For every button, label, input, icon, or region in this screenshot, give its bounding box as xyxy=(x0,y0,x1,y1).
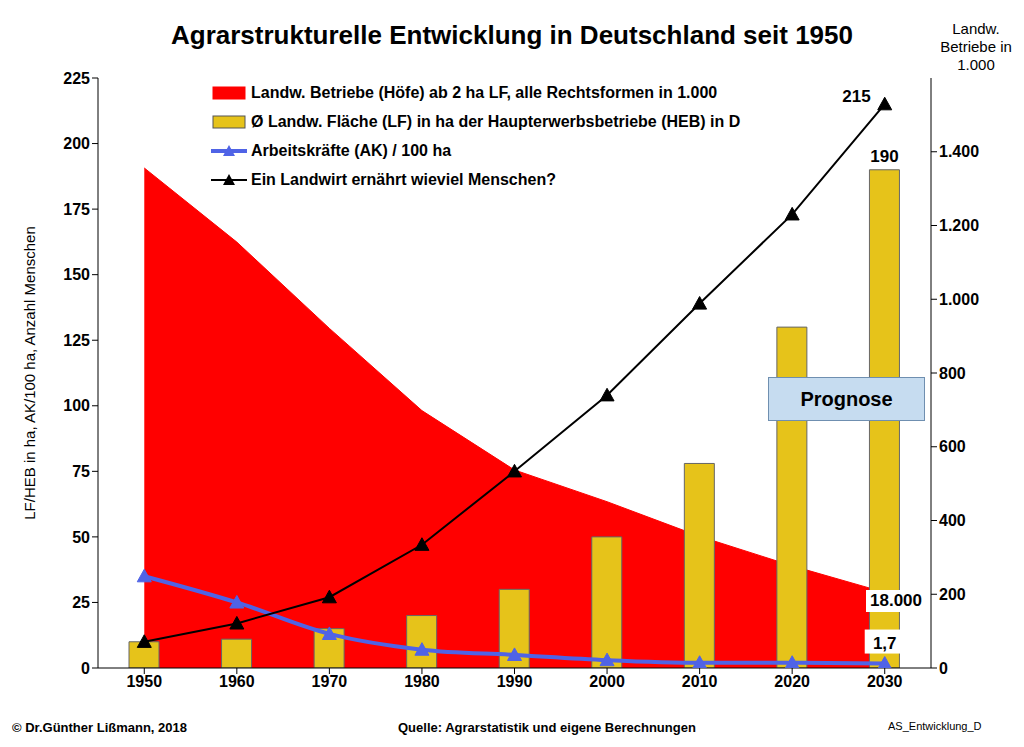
svg-text:400: 400 xyxy=(939,512,966,529)
svg-text:2000: 2000 xyxy=(589,673,625,690)
svg-text:1950: 1950 xyxy=(126,673,162,690)
svg-text:50: 50 xyxy=(72,529,90,546)
svg-text:200: 200 xyxy=(63,135,90,152)
svg-text:150: 150 xyxy=(63,266,90,283)
html-text:Ø Landw. Fläche (LF) in ha der: Ø Landw. Fläche (LF) in ha der Haupterwe… xyxy=(251,112,741,130)
svg-text:800: 800 xyxy=(939,365,966,382)
svg-text:1.000: 1.000 xyxy=(939,291,979,308)
html-text:Landw. Betriebe (Höfe) ab 2 ha: Landw. Betriebe (Höfe) ab 2 ha LF, alle … xyxy=(251,83,718,101)
svg-text:1960: 1960 xyxy=(219,673,255,690)
html-text:Ein Landwirt ernährt wieviel M: Ein Landwirt ernährt wieviel Menschen? xyxy=(251,170,556,188)
html-text:18.000: 18.000 xyxy=(870,591,922,610)
svg-text:25: 25 xyxy=(72,594,90,611)
svg-text:200: 200 xyxy=(939,586,966,603)
html-text:Landw. Betriebe in 1.000: Landw. Betriebe in 1.000 xyxy=(940,20,1012,73)
html-text:haben im Durchschnitt: haben im Durchschnitt xyxy=(155,398,329,415)
svg-text:75: 75 xyxy=(72,463,90,480)
html-text:Quelle: Agrarstatistik und eig: Quelle: Agrarstatistik und eigene Berech… xyxy=(398,720,696,735)
html-text:© Dr.Günther Lißmann, 2018: © Dr.Günther Lißmann, 2018 xyxy=(12,720,187,735)
html-text:ihren Hof aufgegeben.: ihren Hof aufgegeben. xyxy=(155,455,324,472)
html-text:Arbeitskräfte (AK) / 100 ha: Arbeitskräfte (AK) / 100 ha xyxy=(251,141,452,159)
svg-text:1,7: 1,7 xyxy=(873,634,897,653)
svg-text:1970: 1970 xyxy=(312,673,348,690)
svg-text:100: 100 xyxy=(63,397,90,414)
svg-text:2010: 2010 xyxy=(682,673,718,690)
svg-text:175: 175 xyxy=(63,201,90,218)
html-text:Agrarstrukturelle Entwicklung: Agrarstrukturelle Entwicklung in Deutsch… xyxy=(171,20,853,50)
svg-text:190: 190 xyxy=(870,147,898,166)
svg-text:215: 215 xyxy=(842,87,870,106)
svg-text:1.200: 1.200 xyxy=(939,217,979,234)
svg-text:1.400: 1.400 xyxy=(939,143,979,160)
html-text:der Landwirtsfamilien: der Landwirtsfamilien xyxy=(155,436,325,453)
svg-text:1990: 1990 xyxy=(497,673,533,690)
svg-text:600: 600 xyxy=(939,438,966,455)
html-text:AS_Entwicklung_D: AS_Entwicklung_D xyxy=(888,720,982,732)
svg-text:2020: 2020 xyxy=(774,673,810,690)
svg-text:0: 0 xyxy=(81,660,90,677)
svg-text:LF/HEB in ha, AK/100 ha, Anzah: LF/HEB in ha, AK/100 ha, Anzahl Menschen xyxy=(21,226,38,520)
html-text:Prognose: Prognose xyxy=(800,387,893,410)
svg-text:2030: 2030 xyxy=(867,673,903,690)
svg-text:225: 225 xyxy=(63,70,90,87)
html-text:jedes Jahr 2,5 Prozent: jedes Jahr 2,5 Prozent xyxy=(155,417,324,434)
html-text:Seit dem Jahr 1950: Seit dem Jahr 1950 xyxy=(155,379,300,396)
svg-text:0: 0 xyxy=(939,660,948,677)
svg-text:1980: 1980 xyxy=(404,673,440,690)
svg-text:125: 125 xyxy=(63,332,90,349)
